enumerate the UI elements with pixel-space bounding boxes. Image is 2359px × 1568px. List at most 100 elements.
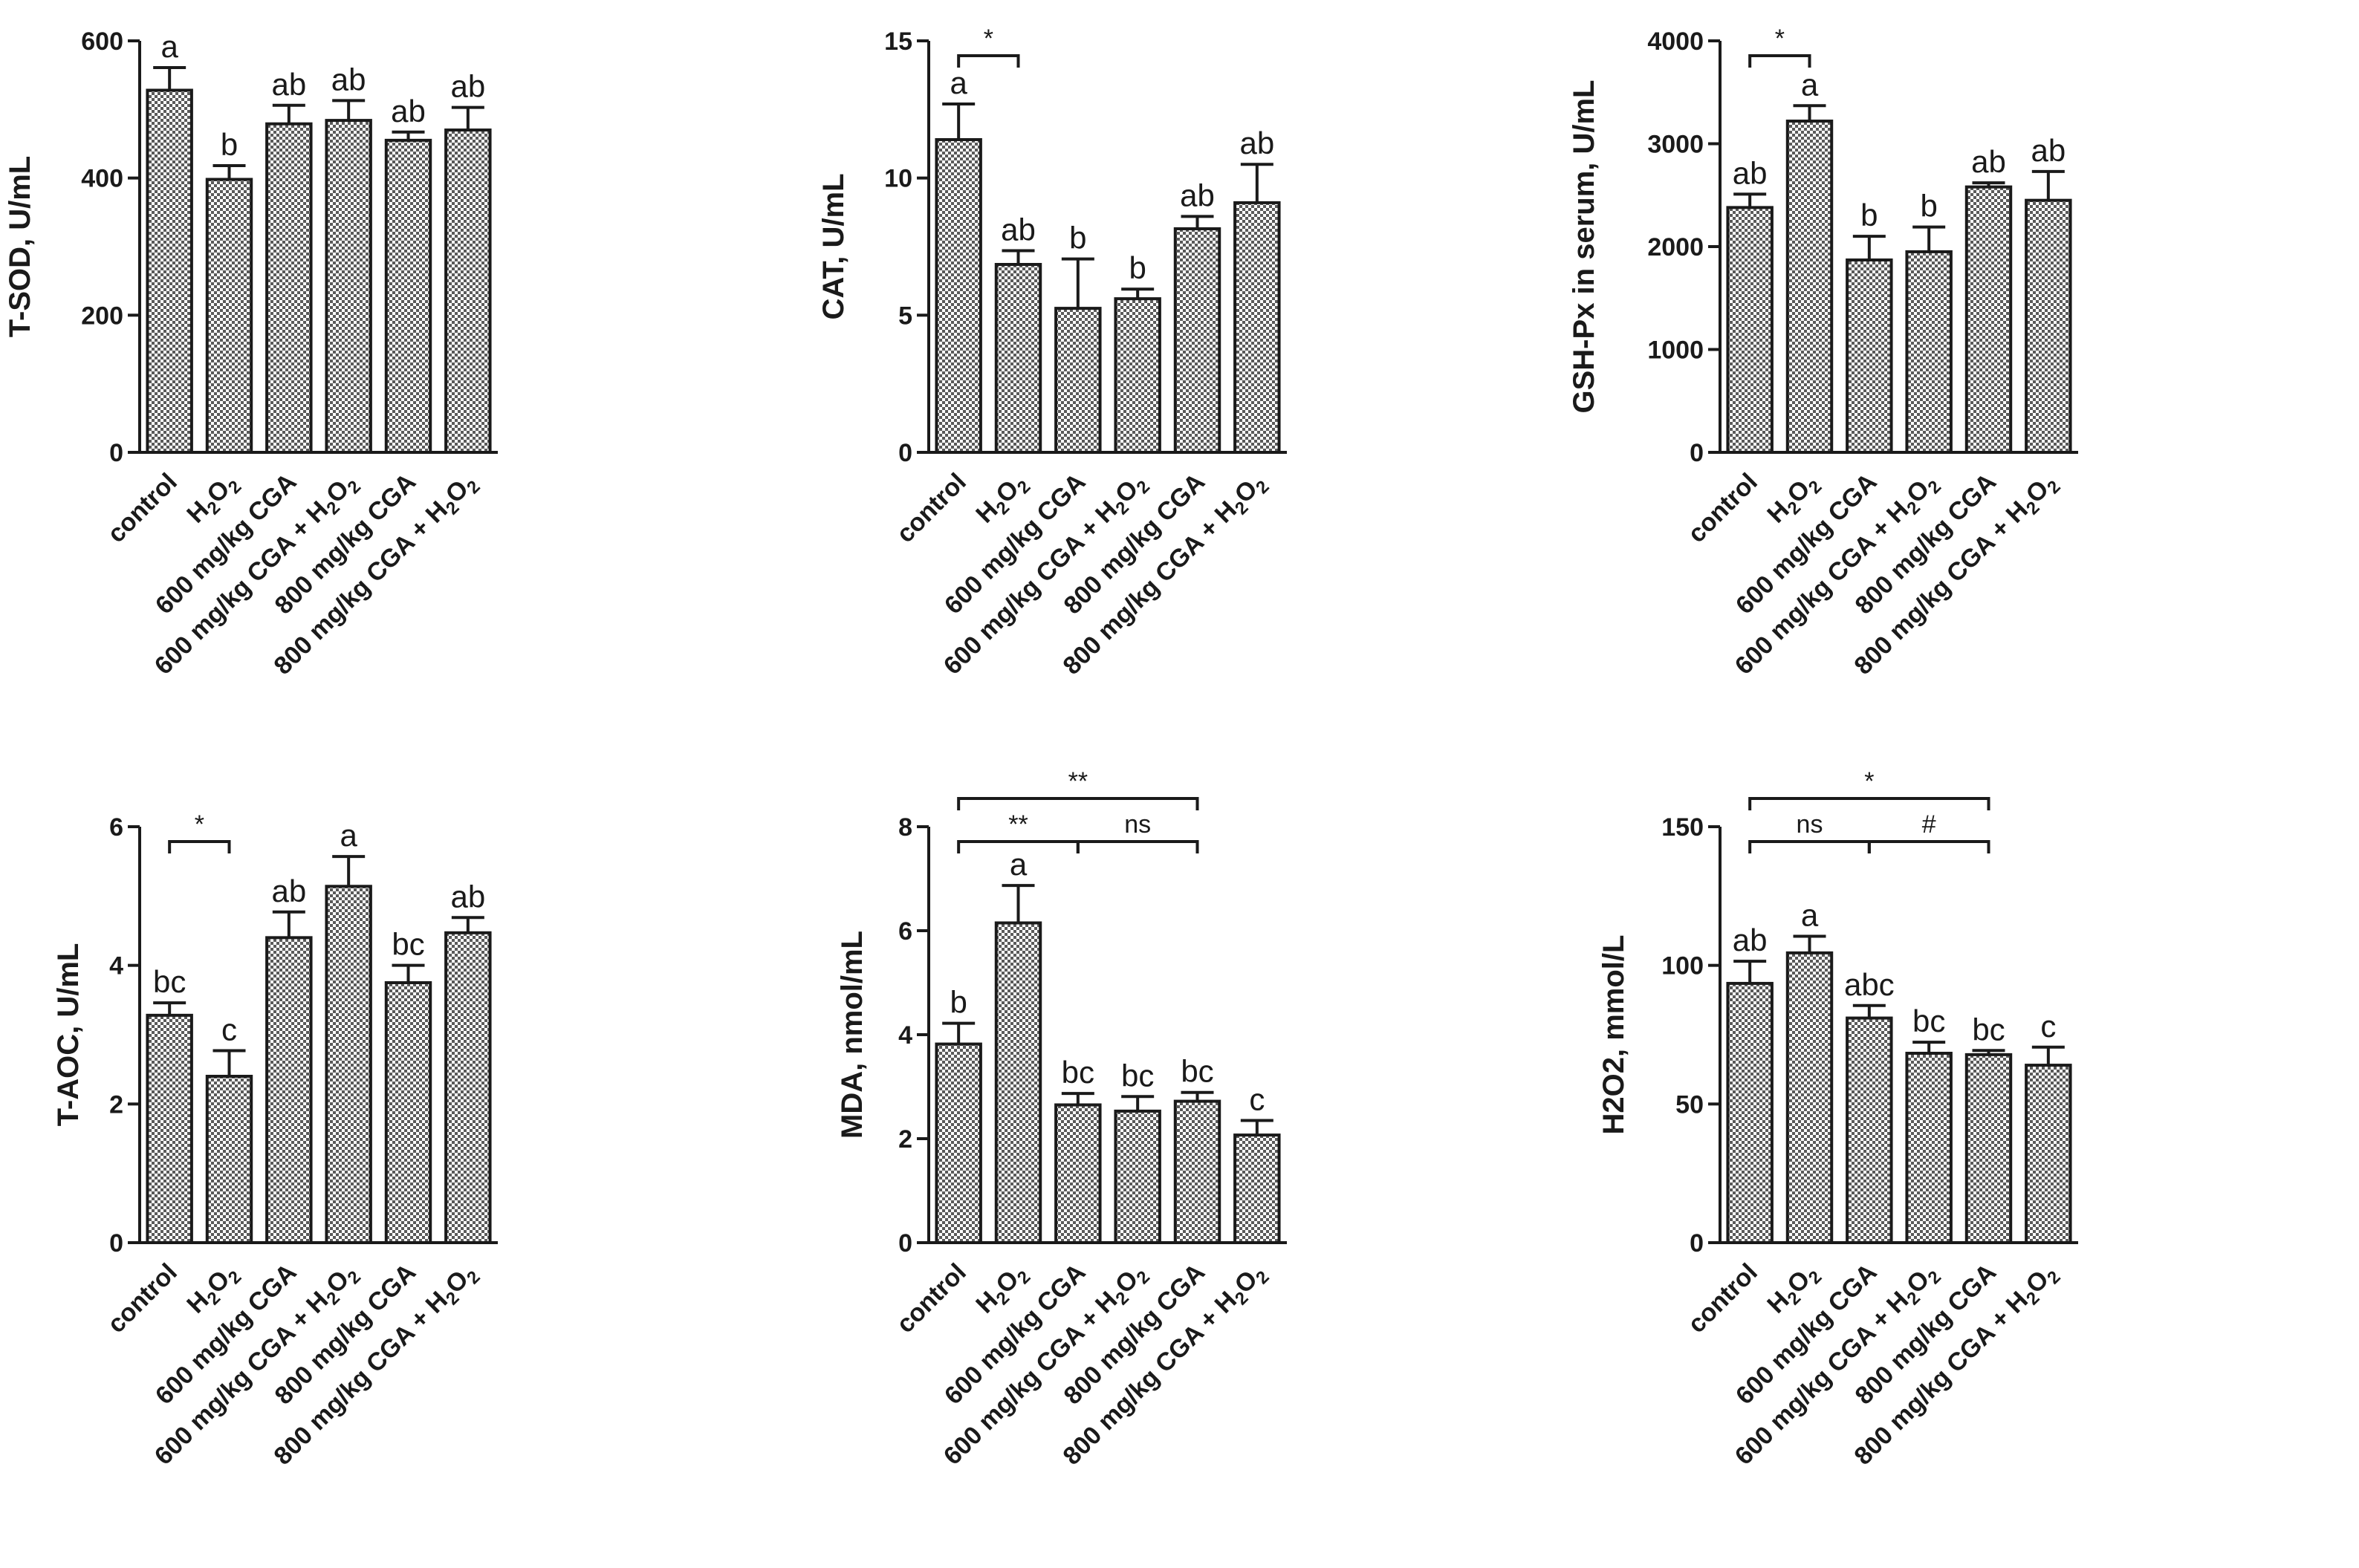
significance-label: bc [1121, 1058, 1154, 1093]
comparison-label: * [1775, 25, 1785, 53]
y-tick-label: 10 [884, 165, 912, 193]
bar-600-cga-h2o2 [1114, 1109, 1161, 1245]
significance-label: bc [1181, 1054, 1213, 1089]
y-tick-label: 4000 [1647, 27, 1704, 56]
comparison-bracket [957, 54, 1020, 68]
bar-600-cga [1846, 1016, 1893, 1244]
y-tick-label: 0 [109, 439, 123, 467]
bar-800-cga-h2o2 [1233, 201, 1281, 454]
category-label-control: control [102, 468, 182, 548]
bar-800-cga [1173, 227, 1221, 454]
significance-label: bc [1972, 1012, 2005, 1047]
significance-label: a [950, 65, 967, 100]
bar-h2o2 [994, 921, 1042, 1244]
significance-label: ab [1733, 923, 1768, 957]
significance-label: a [1801, 67, 1819, 102]
bar-800-cga-h2o2 [1233, 1133, 1281, 1244]
comparison-bracket [1748, 840, 1871, 853]
significance-label: b [950, 985, 967, 1020]
bar-h2o2 [205, 1075, 253, 1244]
y-tick-label: 400 [81, 165, 123, 193]
bar-800-cga-h2o2 [444, 931, 492, 1245]
bar-control [1726, 206, 1774, 454]
significance-label: ab [1971, 144, 2006, 179]
comparison-label: ** [1008, 810, 1028, 839]
y-tick-label: 2 [109, 1090, 123, 1119]
bar-800-cga-h2o2 [2025, 198, 2072, 454]
y-tick-label: 6 [898, 917, 912, 946]
significance-label: b [221, 127, 238, 162]
significance-label: b [1920, 189, 1937, 224]
y-axis-label: T-AOC, U/mL [52, 943, 85, 1127]
significance-label: ab [1180, 178, 1215, 212]
significance-label: ab [331, 62, 366, 97]
bar-control [935, 137, 982, 455]
category-label-control: control [1682, 1258, 1762, 1338]
significance-label: abc [1844, 967, 1895, 1002]
significance-label: a [1801, 897, 1819, 932]
significance-label: bc [1912, 1003, 1945, 1038]
comparison-label: ns [1124, 810, 1151, 839]
y-tick-label: 8 [898, 813, 912, 842]
y-axis-label: MDA, nmol/mL [836, 931, 869, 1139]
significance-label: b [1069, 221, 1086, 256]
bar-600-cga [1054, 307, 1102, 454]
significance-label: ab [1001, 212, 1036, 247]
significance-label: b [1860, 198, 1878, 232]
bar-h2o2 [205, 178, 253, 454]
significance-label: ab [391, 94, 426, 129]
bar-800-cga-h2o2 [2025, 1064, 2072, 1244]
y-tick-label: 1000 [1647, 336, 1704, 365]
y-tick-label: 0 [898, 439, 912, 467]
y-tick-label: 0 [898, 1229, 912, 1258]
category-label-control: control [1682, 468, 1762, 548]
significance-label: a [160, 29, 178, 64]
y-tick-label: 100 [1661, 952, 1704, 980]
bar-600-cga-h2o2 [325, 119, 372, 455]
bar-800-cga [1964, 1053, 2013, 1244]
significance-label: c [221, 1012, 237, 1047]
bar-control [935, 1042, 982, 1244]
significance-label: bc [153, 964, 186, 999]
bar-600-cga [265, 936, 313, 1245]
y-tick-label: 6 [109, 813, 123, 842]
bar-600-cga [265, 122, 313, 454]
bar-800-cga [384, 981, 432, 1244]
comparison-bracket [1076, 840, 1199, 853]
y-tick-label: 15 [884, 27, 912, 56]
comparison-label: # [1922, 810, 1936, 839]
bar-600-cga-h2o2 [1905, 250, 1953, 454]
y-tick-label: 0 [109, 1229, 123, 1258]
significance-label: ab [1733, 155, 1768, 190]
y-tick-label: 200 [81, 302, 123, 330]
comparison-label: * [1864, 767, 1874, 796]
y-tick-label: 50 [1675, 1090, 1704, 1119]
bar-800-cga [384, 138, 432, 454]
bar-control [146, 88, 193, 454]
bar-800-cga-h2o2 [444, 129, 492, 455]
y-tick-label: 0 [1690, 1229, 1704, 1258]
significance-label: b [1129, 250, 1146, 285]
significance-label: ab [271, 67, 306, 102]
bar-h2o2 [994, 263, 1042, 454]
category-label-control: control [891, 1258, 971, 1338]
bar-800-cga [1173, 1099, 1221, 1244]
bar-800-cga [1964, 185, 2013, 454]
comparison-label: * [984, 25, 993, 53]
y-tick-label: 4 [109, 952, 123, 980]
bar-600-cga-h2o2 [325, 885, 372, 1245]
comparison-bracket [1748, 797, 1990, 810]
y-tick-label: 2000 [1647, 233, 1704, 261]
significance-label: ab [1239, 126, 1274, 160]
bar-600-cga-h2o2 [1114, 297, 1161, 454]
significance-label: ab [271, 874, 306, 908]
significance-label: bc [1062, 1055, 1094, 1090]
category-label-control: control [102, 1258, 182, 1338]
significance-label: ab [450, 69, 485, 104]
